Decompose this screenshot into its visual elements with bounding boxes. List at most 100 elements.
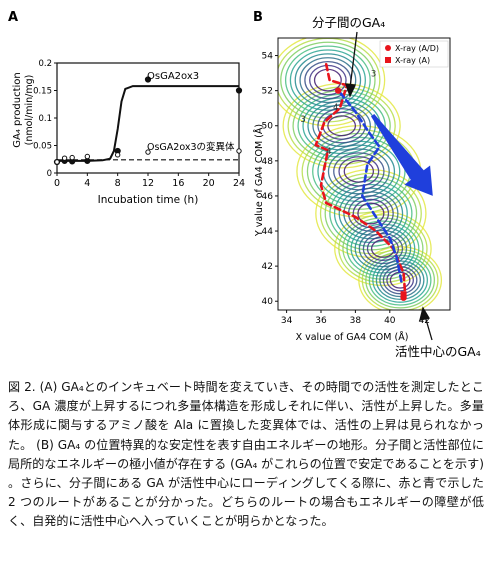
y-tick-label: 0 bbox=[47, 169, 52, 179]
contour-ring bbox=[317, 140, 401, 203]
panel-a-ylabel-line2: (nmol/min/mg) bbox=[24, 75, 35, 146]
panel-b: B 分子間のGA₄ 活性中心のGA₄ Y value of GA4 COM (Å… bbox=[253, 10, 481, 359]
contour-ring bbox=[299, 57, 357, 104]
x-tick-label: 38 bbox=[350, 316, 362, 326]
mut-point bbox=[236, 148, 242, 154]
panel-a-points bbox=[53, 76, 243, 166]
contour-ring bbox=[361, 249, 439, 310]
x-tick-label: 4 bbox=[84, 178, 90, 189]
contour-ring bbox=[358, 229, 408, 268]
contour-ring bbox=[329, 180, 413, 247]
contour-label: 4 bbox=[326, 147, 331, 157]
contour-ring bbox=[338, 214, 428, 283]
contour-label: 4 bbox=[333, 103, 338, 113]
contour-ring bbox=[319, 172, 422, 255]
x-tick-label: 36 bbox=[315, 316, 327, 326]
contour-ring bbox=[354, 226, 412, 271]
contour-label: 3 bbox=[371, 70, 376, 80]
annotation-bottom: 活性中心のGA₄ bbox=[395, 344, 481, 359]
contour-labels: 3 4 3 4 bbox=[300, 70, 376, 157]
contour-ring bbox=[292, 90, 391, 162]
contour-ring bbox=[357, 202, 385, 225]
routes bbox=[314, 63, 407, 298]
contour-ring bbox=[346, 220, 420, 277]
xray-a-point bbox=[400, 291, 407, 298]
y-tick-label: 54 bbox=[262, 52, 274, 62]
series-label-mut: OsGA2ox3の変異体 bbox=[147, 141, 235, 153]
x-tick-label: 16 bbox=[172, 178, 184, 189]
xray-points bbox=[335, 87, 407, 301]
y-tick-label: 0.15 bbox=[33, 87, 52, 97]
panel-a-label: A bbox=[8, 10, 18, 25]
contour-ring bbox=[327, 115, 357, 137]
y-tick-label: 50 bbox=[262, 122, 274, 132]
mut-point bbox=[114, 152, 121, 158]
contour-ring bbox=[372, 257, 429, 303]
contour-ring bbox=[362, 233, 404, 265]
contour-ring bbox=[282, 82, 401, 169]
red-route bbox=[314, 63, 407, 298]
panel-b-plot-frame bbox=[277, 37, 451, 311]
annotation-top: 分子間のGA₄ bbox=[312, 15, 385, 30]
mut-point bbox=[54, 159, 60, 165]
x-tick-label: 20 bbox=[203, 178, 215, 189]
legend-box bbox=[379, 40, 449, 68]
contour-ring bbox=[343, 159, 375, 183]
y-tick-label: 46 bbox=[262, 192, 274, 202]
y-tick-label: 42 bbox=[262, 262, 273, 272]
contour-ring bbox=[309, 64, 347, 96]
y-tick-label: 0.2 bbox=[38, 59, 52, 69]
legend: X-ray (A/D) X-ray (A) bbox=[379, 40, 449, 68]
y-tick-label: 44 bbox=[262, 227, 274, 237]
x-tick-label: 12 bbox=[142, 178, 154, 189]
contour-ring bbox=[284, 45, 371, 115]
mut-point bbox=[145, 149, 151, 155]
contour-ring bbox=[365, 251, 436, 309]
blue-arrow bbox=[371, 114, 433, 196]
contour-ring bbox=[289, 49, 366, 111]
panel-a-ticks: 0 4 8 12 16 20 24 0 0.05 0.1 0.15 0.2 bbox=[33, 59, 245, 189]
figure-caption: 図 2. (A) GA₄とのインキュベート時間を変えていき、その時間での活性を測… bbox=[8, 380, 484, 529]
x-tick-label: 8 bbox=[115, 178, 121, 189]
contour-lines bbox=[278, 38, 443, 310]
y-tick-label: 48 bbox=[262, 157, 274, 167]
xray-ad-point bbox=[335, 87, 342, 94]
pointer-bottom bbox=[424, 315, 433, 341]
blue-route bbox=[338, 91, 404, 285]
wt-point bbox=[235, 87, 243, 94]
x-tick-label: 0 bbox=[54, 178, 60, 189]
y-tick-label: 52 bbox=[262, 87, 273, 97]
contour-ring bbox=[343, 191, 399, 236]
x-tick-label: 42 bbox=[418, 316, 429, 326]
contour-ring bbox=[334, 211, 432, 287]
panel-a: A GA₄ production (nmol/min/mg) 0 4 8 12 16 20… bbox=[8, 10, 245, 206]
annotation-pointers bbox=[345, 31, 433, 341]
contour-ring bbox=[294, 53, 362, 108]
figure: A GA₄ production (nmol/min/mg) 0 4 8 12 16 20… bbox=[8, 10, 481, 359]
panel-a-lines bbox=[57, 85, 239, 162]
x-tick-label: 34 bbox=[281, 316, 293, 326]
contour-ring bbox=[333, 183, 408, 244]
legend-red-dot bbox=[385, 45, 391, 51]
contour-ring bbox=[338, 156, 380, 187]
panel-a-xlabel: Incubation time (h) bbox=[98, 194, 199, 206]
y-tick-label: 0.1 bbox=[38, 114, 52, 124]
legend-red-dot-label: X-ray (A/D) bbox=[395, 44, 439, 53]
panel-a-ylabel-line1: GA₄ production bbox=[12, 72, 23, 147]
y-tick-label: 40 bbox=[262, 297, 274, 307]
contour-ring bbox=[278, 38, 381, 123]
mut-point bbox=[61, 155, 68, 161]
mut-point bbox=[84, 153, 91, 160]
energy-landscape bbox=[278, 38, 443, 310]
y-tick-label: 0.05 bbox=[33, 142, 52, 152]
contour-label: 3 bbox=[300, 115, 305, 125]
contour-ring bbox=[333, 152, 385, 191]
wt-point bbox=[144, 76, 152, 83]
mut-point bbox=[69, 154, 75, 161]
pointer-top-head bbox=[345, 83, 356, 98]
pointer-bottom-head bbox=[419, 306, 431, 321]
panel-b-ylabel: Y value of GA4 COM (Å) bbox=[253, 124, 265, 237]
x-tick-label: 40 bbox=[384, 316, 396, 326]
legend-red-square-label: X-ray (A) bbox=[395, 56, 430, 65]
contour-ring bbox=[322, 144, 396, 199]
